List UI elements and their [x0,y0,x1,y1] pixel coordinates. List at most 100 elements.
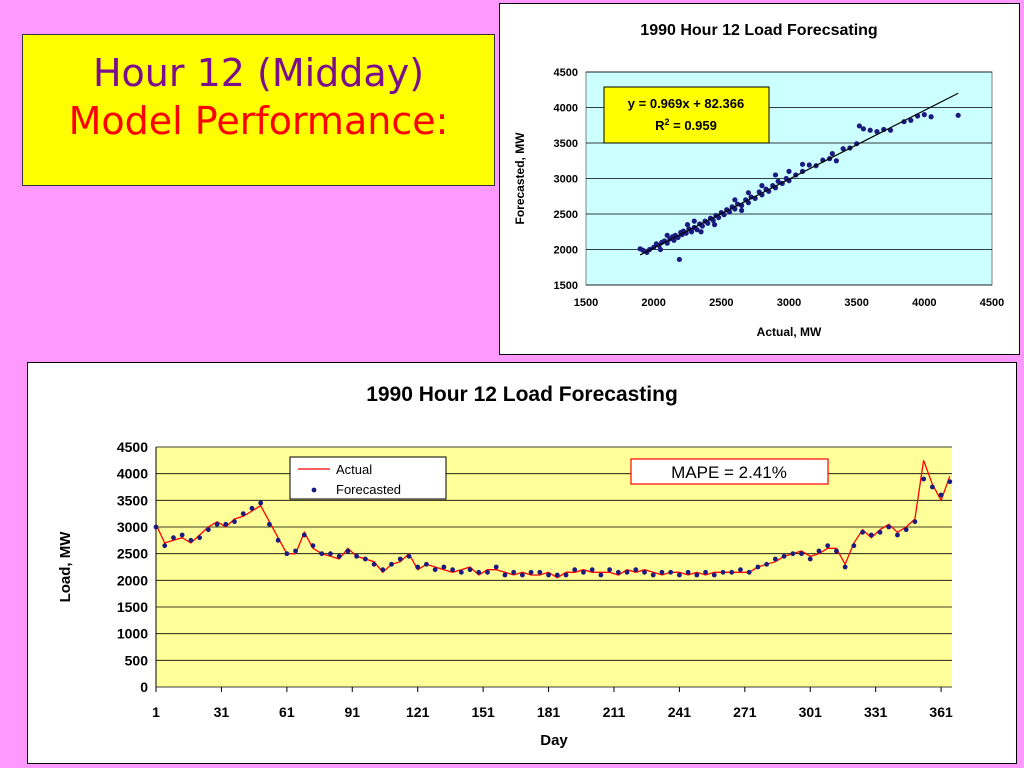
forecasted-point [912,519,918,525]
forecasted-point [397,556,403,562]
scatter-point [698,229,704,235]
line-x-tick-label: 1 [152,704,160,720]
scatter-point [874,129,880,135]
forecasted-point [424,561,429,567]
line-x-tick-label: 91 [344,704,360,720]
forecasted-point [711,572,717,578]
legend-box [289,456,447,500]
line-x-tick-label: 31 [214,704,230,720]
line-y-tick-label: 3000 [117,519,148,535]
scatter-point [688,229,695,235]
forecasted-point [650,572,656,578]
scatter-chart: 1990 Hour 12 Load Forecsating 1500 2000 250… [513,22,1004,339]
scatter-chart-panel: 1990 Hour 12 Load Forecsating 1500 2000 250… [499,3,1020,355]
scatter-y-tick-label: 4000 [554,103,578,115]
forecasted-point [328,551,333,557]
forecasted-point [598,572,604,578]
forecasted-point [293,548,298,554]
forecasted-point [258,500,264,506]
scatter-title: 1990 Hour 12 Load Forecsating [640,22,877,39]
scatter-equation: y = 0.969x + 82.366 [628,96,744,111]
line-y-tick-label: 1000 [117,626,148,642]
forecasted-point [624,569,630,575]
r-squared-symbol: R [655,118,665,133]
forecasted-point [319,551,325,557]
forecasted-point [868,532,874,538]
line-y-tick-label: 500 [125,652,149,668]
mape-label: MAPE = 2.41% [671,463,787,482]
forecasted-point [554,572,560,578]
forecasted-point [546,572,551,578]
forecasted-point [668,569,674,575]
forecasted-point [659,569,665,575]
forecasted-point [528,569,534,575]
forecasted-point [781,553,787,559]
scatter-point [732,197,738,203]
forecasted-point [502,572,508,578]
line-x-tick-label: 211 [603,704,626,720]
forecasted-point [389,561,394,567]
line-x-tick-label: 301 [799,704,823,720]
line-x-tick-label: 61 [279,704,295,720]
forecasted-point [851,543,857,549]
scatter-x-tick-label: 1500 [574,297,598,309]
forecasted-point [589,567,595,573]
forecasted-point [275,537,281,543]
forecasted-point [162,543,168,549]
forecasted-point [755,564,761,570]
line-y-tick-label: 4000 [117,466,148,482]
forecasted-point [336,553,342,559]
scatter-point [694,227,700,233]
line-x-axis-label: Day [540,732,568,749]
line-y-tick-label: 3500 [117,492,148,508]
forecasted-point [746,569,752,575]
forecasted-point [581,569,586,575]
mape-annotation: MAPE = 2.41% [630,458,829,485]
forecasted-point [764,561,770,567]
scatter-point [699,223,705,229]
forecasted-point [214,521,220,527]
line-chart-panel: 1990 Hour 12 Load Forecasting 0 500 1000 150… [27,362,1017,764]
r-squared-superscript: 2 [665,117,670,127]
forecasted-point [493,564,499,570]
forecasted-point [441,564,447,570]
forecasted-point [572,567,578,573]
scatter-point [786,168,792,174]
line-y-axis-label: Load, MW [57,531,74,603]
scatter-point [705,220,711,226]
forecasted-point [703,569,708,575]
line-plot-area [156,447,952,687]
forecasted-point [371,561,377,567]
slide-title-line2: Model Performance: [68,99,449,143]
forecasted-point [772,556,778,562]
line-x-tick-label: 241 [668,704,692,720]
scatter-equation-box-bg [603,86,770,144]
scatter-x-tick-label: 4000 [912,297,936,309]
scatter-y-axis-label: Forecasted, MW [513,132,527,225]
forecasted-point [729,569,735,575]
scatter-point [908,117,914,123]
line-chart-title: 1990 Hour 12 Load Forecasting [366,383,678,406]
mape-box [630,458,829,485]
forecasted-point [354,553,360,559]
forecasted-point [738,567,743,573]
forecasted-point [842,564,848,570]
forecasted-point [685,569,691,575]
forecasted-point [188,537,194,543]
forecasted-point [240,511,246,517]
forecasted-point [511,569,517,575]
scatter-trendline [639,92,959,256]
forecasted-point [301,532,307,538]
forecasted-point [825,543,831,549]
forecasted-point [406,553,412,559]
forecasted-point [153,524,159,530]
scatter-equation-box: y = 0.969x + 82.366 R2 = 0.959 [603,86,770,144]
forecasted-point [676,572,682,578]
line-legend: Actual Forecasted [289,456,447,500]
forecasted-point [886,524,892,530]
scatter-point [772,172,779,178]
line-y-tick-label: 1500 [117,599,148,615]
scatter-point [860,126,867,132]
scatter-point [739,207,745,214]
forecasted-point [642,569,647,575]
